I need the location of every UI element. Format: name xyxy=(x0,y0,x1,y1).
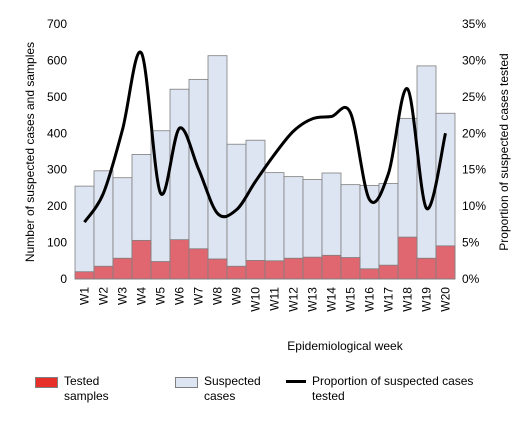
bar xyxy=(112,257,133,280)
bar xyxy=(283,257,304,280)
x-axis-title: Epidemiological week xyxy=(287,339,403,353)
y-tick-label: 100 xyxy=(47,236,67,250)
bar xyxy=(245,260,266,280)
legend-swatch xyxy=(35,377,58,388)
bar xyxy=(93,265,114,280)
y-tick-label: 700 xyxy=(47,17,67,31)
y-tick-label: 300 xyxy=(47,163,67,177)
bar xyxy=(397,236,418,280)
x-tick-label: W7 xyxy=(192,287,206,305)
bar xyxy=(207,55,228,280)
x-tick-label: W11 xyxy=(268,287,282,311)
x-tick-label: W12 xyxy=(287,287,301,312)
bar xyxy=(264,260,285,280)
legend-label: Suspected cases xyxy=(204,374,261,403)
y2-tick-label: 30% xyxy=(462,53,486,67)
y2-tick-label: 25% xyxy=(462,90,486,104)
y-tick-label: 600 xyxy=(47,53,67,67)
y2-axis-title: Proportion of suspected cases tested xyxy=(497,53,511,250)
x-tick-label: W6 xyxy=(173,287,187,305)
bar xyxy=(359,268,380,280)
legend-label: Tested samples xyxy=(64,374,109,403)
x-tick-label: W18 xyxy=(401,287,415,312)
legend-swatch xyxy=(286,380,306,383)
legend-item: Proportion of suspected cases tested xyxy=(286,374,492,404)
bar xyxy=(74,185,95,280)
bar xyxy=(435,245,456,280)
x-tick-label: W9 xyxy=(230,287,244,305)
bar xyxy=(207,258,228,280)
y2-tick-label: 35% xyxy=(462,17,486,31)
x-tick-label: W5 xyxy=(154,287,168,305)
bar xyxy=(93,170,114,280)
x-tick-label: W17 xyxy=(382,287,396,312)
bar xyxy=(302,256,323,280)
legend-swatch xyxy=(175,377,198,388)
x-tick-label: W10 xyxy=(249,287,263,312)
y2-tick-label: 20% xyxy=(462,126,486,140)
chart: Epidemiological week Number of suspected… xyxy=(23,17,511,353)
y-axis-title: Number of suspected cases and samples xyxy=(23,42,37,262)
x-tick-label: W13 xyxy=(306,287,320,312)
bar xyxy=(226,265,247,280)
y2-tick-label: 10% xyxy=(462,199,486,213)
legend-item: Suspected cases xyxy=(175,374,264,404)
bar xyxy=(188,248,209,280)
bar xyxy=(150,261,171,280)
y-tick-label: 0 xyxy=(60,272,67,286)
bar xyxy=(245,139,266,280)
line xyxy=(83,50,447,224)
bar xyxy=(378,264,399,280)
x-tick-label: W3 xyxy=(116,287,130,305)
legend-item: Tested samples xyxy=(35,374,144,404)
x-tick-label: W4 xyxy=(135,287,149,305)
y2-tick-label: 0% xyxy=(462,272,480,286)
x-tick-label: W15 xyxy=(344,287,358,312)
bar xyxy=(416,257,437,280)
y-tick-label: 200 xyxy=(47,199,67,213)
bar xyxy=(74,271,95,280)
legend-label: Proportion of suspected cases tested xyxy=(312,374,474,403)
x-tick-label: W2 xyxy=(97,287,111,305)
y-tick-label: 500 xyxy=(47,90,67,104)
x-tick-label: W14 xyxy=(325,287,339,312)
y-tick-label: 400 xyxy=(47,126,67,140)
x-tick-label: W16 xyxy=(363,287,377,312)
bar xyxy=(131,239,152,280)
x-tick-label: W8 xyxy=(211,287,225,305)
y2-tick-label: 5% xyxy=(462,236,480,250)
y2-tick-label: 15% xyxy=(462,163,486,177)
bar xyxy=(378,183,399,280)
bar xyxy=(321,254,342,280)
bar xyxy=(169,239,190,280)
x-tick-label: W1 xyxy=(78,287,92,305)
x-tick-label: W20 xyxy=(439,287,453,312)
x-tick-label: W19 xyxy=(420,287,434,312)
bar xyxy=(340,257,361,280)
